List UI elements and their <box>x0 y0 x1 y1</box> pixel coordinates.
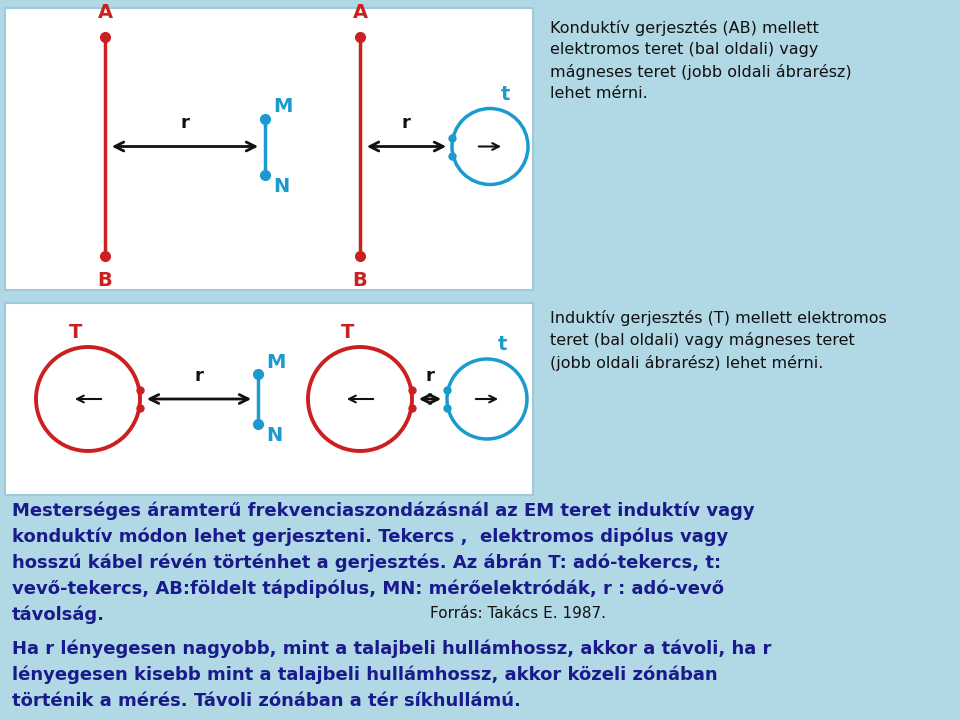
Text: Ha r lényegesen nagyobb, mint a talajbeli hullámhossz, akkor a távoli, ha r: Ha r lényegesen nagyobb, mint a talajbel… <box>12 640 772 659</box>
Text: vevő-tekercs, AB:földelt tápdipólus, MN: mérőelektródák, r : adó-vevő: vevő-tekercs, AB:földelt tápdipólus, MN:… <box>12 580 724 598</box>
Text: t: t <box>497 335 507 354</box>
Text: N: N <box>266 426 282 445</box>
Text: konduktív módon lehet gerjeszteni. Tekercs ,  elektromos dipólus vagy: konduktív módon lehet gerjeszteni. Teker… <box>12 528 729 546</box>
Text: B: B <box>352 271 368 290</box>
Text: T: T <box>69 323 83 342</box>
Text: távolság.: távolság. <box>12 606 105 624</box>
Text: r: r <box>425 367 434 385</box>
Text: Forrás: Takács E. 1987.: Forrás: Takács E. 1987. <box>430 606 606 621</box>
Text: M: M <box>273 96 293 115</box>
Text: történik a mérés. Távoli zónában a tér síkhullámú.: történik a mérés. Távoli zónában a tér s… <box>12 692 521 710</box>
Bar <box>5 8 533 290</box>
Text: Mesterséges áramterű frekvenciaszondázásnál az EM teret induktív vagy: Mesterséges áramterű frekvenciaszondázás… <box>12 502 755 521</box>
Text: T: T <box>342 323 354 342</box>
Text: r: r <box>401 114 411 132</box>
Text: Konduktív gerjesztés (AB) mellett
elektromos teret (bal oldali) vagy
mágneses te: Konduktív gerjesztés (AB) mellett elektr… <box>550 20 852 101</box>
Text: Induktív gerjesztés (T) mellett elektromos
teret (bal oldali) vagy mágneses tere: Induktív gerjesztés (T) mellett elektrom… <box>550 310 887 371</box>
Text: N: N <box>273 178 289 197</box>
Text: A: A <box>352 3 368 22</box>
Text: B: B <box>98 271 112 290</box>
Bar <box>5 303 533 495</box>
Text: lényegesen kisebb mint a talajbeli hullámhossz, akkor közeli zónában: lényegesen kisebb mint a talajbeli hullá… <box>12 666 718 685</box>
Text: M: M <box>266 353 285 372</box>
Text: r: r <box>195 367 204 385</box>
Text: hosszú kábel révén történhet a gerjesztés. Az ábrán T: adó-tekercs, t:: hosszú kábel révén történhet a gerjeszté… <box>12 554 721 572</box>
Text: t: t <box>500 86 510 104</box>
Text: A: A <box>97 3 112 22</box>
Text: r: r <box>180 114 189 132</box>
